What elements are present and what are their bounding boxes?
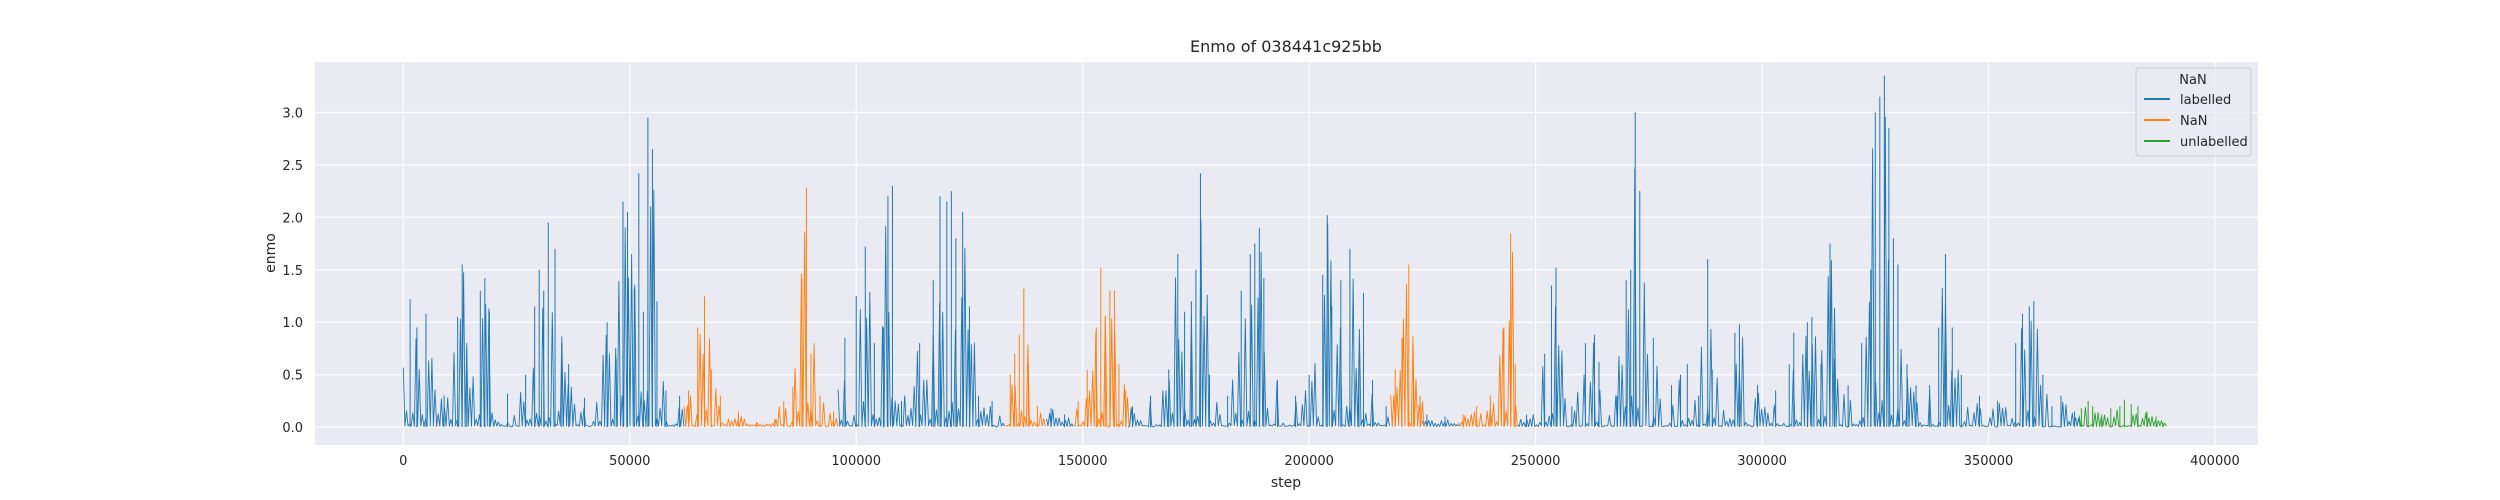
x-tick-label: 200000	[1284, 454, 1334, 469]
legend-box	[2135, 67, 2252, 157]
series-line	[837, 226, 1005, 428]
x-tick-label: 50000	[609, 454, 650, 469]
series-line	[402, 189, 685, 428]
chart-title: Enmo of 038441c925bb	[1190, 37, 1382, 56]
series-nan	[683, 187, 1518, 428]
legend: NaN labelled NaN unlabelled	[2135, 67, 2252, 157]
x-axis-ticks: 0 50000 100000 150000 200000 250000 300000 3500…	[399, 454, 2240, 469]
series-line	[683, 231, 839, 428]
x-tick-label: 250000	[1511, 454, 1561, 469]
x-tick-label: 100000	[831, 454, 881, 469]
series-line	[1390, 283, 1425, 428]
series-line	[1127, 220, 1390, 428]
series-line	[1073, 315, 1130, 428]
y-tick-label: 3.0	[282, 106, 303, 121]
plot-area	[315, 62, 2258, 445]
series-line	[1458, 252, 1518, 428]
legend-entry-unlabelled: unlabelled	[2180, 135, 2248, 150]
series-line	[1421, 419, 1460, 428]
y-tick-label: 0.0	[282, 421, 303, 436]
legend-entry-nan: NaN	[2180, 114, 2207, 129]
y-axis-ticks: 0.0 0.5 1.0 1.5 2.0 2.5 3.0	[282, 106, 303, 436]
y-tick-label: 1.0	[282, 316, 303, 331]
y-tick-label: 1.5	[282, 264, 303, 279]
series-layer	[402, 75, 2167, 428]
series-line	[1046, 408, 1074, 428]
y-tick-label: 2.5	[282, 159, 303, 174]
x-axis-label: step	[1271, 475, 1301, 491]
x-tick-label: 150000	[1058, 454, 1108, 469]
series-line	[2078, 406, 2167, 428]
x-tick-label: 400000	[2190, 454, 2240, 469]
y-tick-label: 0.5	[282, 369, 303, 384]
x-tick-label: 0	[399, 454, 407, 469]
legend-title: NaN	[2179, 73, 2206, 88]
series-line	[1005, 344, 1046, 427]
series-labelled	[402, 75, 2081, 428]
y-axis-label: enmo	[263, 233, 279, 273]
legend-entry-labelled: labelled	[2180, 93, 2231, 108]
x-tick-label: 300000	[1737, 454, 1787, 469]
series-unlabelled	[2078, 399, 2167, 428]
y-tick-label: 2.0	[282, 211, 303, 226]
series-line	[1517, 116, 2081, 428]
x-tick-label: 350000	[1964, 454, 2014, 469]
